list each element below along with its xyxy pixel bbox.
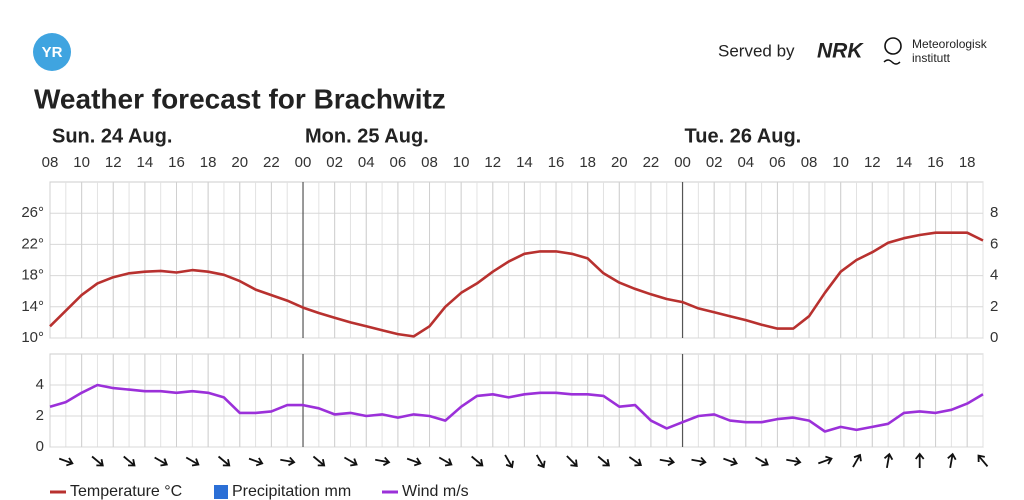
x-tick-label: 02 xyxy=(326,154,343,171)
wind-arrow xyxy=(597,455,610,467)
wind-arrow xyxy=(977,454,989,467)
x-tick-label: 18 xyxy=(200,154,217,171)
wind-arrow xyxy=(185,456,200,467)
x-tick-label: 10 xyxy=(832,154,849,171)
wind-arrow xyxy=(91,455,104,467)
wind-arrow xyxy=(58,457,74,467)
legend: Temperature °C Precipitation mm Wind m/s xyxy=(50,483,469,500)
x-tick-label: 00 xyxy=(295,154,312,171)
x-tick-label: 20 xyxy=(231,154,248,171)
x-tick-label: 12 xyxy=(864,154,881,171)
wind-arrow xyxy=(471,455,484,467)
wind-arrow xyxy=(504,454,514,469)
legend-label: Precipitation mm xyxy=(232,483,351,500)
x-tick-label: 08 xyxy=(421,154,438,171)
x-tick-label: 08 xyxy=(801,154,818,171)
y2-tick-label: 8 xyxy=(990,204,998,221)
x-tick-label: 04 xyxy=(737,154,754,171)
wind-arrow xyxy=(280,456,296,467)
x-tick-label: 02 xyxy=(706,154,723,171)
logo: YR xyxy=(42,44,63,61)
x-tick-label: 04 xyxy=(358,154,375,171)
series-line xyxy=(49,231,984,338)
wind-arrow xyxy=(566,455,578,467)
plot-area xyxy=(49,353,984,448)
x-tick-label: 14 xyxy=(137,154,154,171)
y-tick-label: 0 xyxy=(36,438,44,455)
wind-arrow xyxy=(375,456,391,467)
wind-arrow xyxy=(818,455,833,465)
x-tick-label: 18 xyxy=(579,154,596,171)
wind-arrow xyxy=(628,456,643,467)
x-tick-label: 12 xyxy=(105,154,122,171)
nrk-logo: NRK xyxy=(817,40,864,63)
y2-tick-label: 4 xyxy=(990,267,998,284)
wind-arrow xyxy=(343,456,358,467)
wind-arrow xyxy=(248,457,264,467)
x-tick-label: 10 xyxy=(453,154,470,171)
wind-arrow xyxy=(217,455,231,467)
legend-label: Temperature °C xyxy=(70,483,182,500)
x-tick-label: 16 xyxy=(168,154,185,171)
wind-arrow xyxy=(852,453,862,468)
x-tick-label: 10 xyxy=(73,154,90,171)
y2-tick-label: 0 xyxy=(990,329,998,346)
x-tick-label: 12 xyxy=(484,154,501,171)
y-tick-label: 4 xyxy=(36,376,44,393)
wind-arrow xyxy=(883,452,894,469)
wind-arrow xyxy=(312,455,326,467)
wind-arrow xyxy=(786,456,802,467)
x-tick-label: 14 xyxy=(896,154,913,171)
series-line xyxy=(49,383,984,433)
y2-tick-label: 2 xyxy=(990,298,998,315)
x-tick-label: 06 xyxy=(390,154,407,171)
x-tick-label: 22 xyxy=(643,154,660,171)
wind-arrow xyxy=(535,454,546,469)
wind-arrow xyxy=(947,452,957,469)
y-tick-label: 22° xyxy=(21,235,44,252)
wind-arrow xyxy=(723,457,738,467)
legend-label: Wind m/s xyxy=(402,483,469,500)
served-by: Served by xyxy=(718,41,795,60)
logo-circle xyxy=(33,33,71,71)
wind-arrow xyxy=(914,452,925,468)
x-tick-label: 14 xyxy=(516,154,533,171)
met-name: Meteorologisk xyxy=(912,37,988,51)
y-tick-label: 26° xyxy=(21,204,44,221)
met-name: institutt xyxy=(912,51,951,65)
x-tick-label: 20 xyxy=(611,154,628,171)
y-tick-label: 10° xyxy=(21,329,44,346)
wind-arrow xyxy=(691,456,707,467)
x-tick-label: 00 xyxy=(674,154,691,171)
wind-arrow xyxy=(755,456,769,467)
x-tick-label: 16 xyxy=(927,154,944,171)
met-logo xyxy=(884,37,902,55)
wind-arrow xyxy=(406,457,422,467)
x-tick-label: 16 xyxy=(548,154,565,171)
y2-tick-label: 6 xyxy=(990,235,998,252)
wind-arrow xyxy=(123,455,136,467)
y-tick-label: 18° xyxy=(21,267,44,284)
y-tick-label: 14° xyxy=(21,298,44,315)
y-tick-label: 2 xyxy=(36,407,44,424)
met-wave xyxy=(883,59,901,65)
plot-area xyxy=(49,181,984,339)
wind-arrow xyxy=(154,456,169,467)
wind-arrow xyxy=(659,456,676,467)
day-label: Tue. 26 Aug. xyxy=(685,125,802,147)
chart-title: Weather forecast for Brachwitz xyxy=(34,83,446,114)
x-tick-label: 18 xyxy=(959,154,976,171)
day-label: Sun. 24 Aug. xyxy=(52,125,172,147)
legend-swatch xyxy=(214,485,228,499)
wind-arrow xyxy=(438,456,453,467)
x-tick-label: 22 xyxy=(263,154,280,171)
x-tick-label: 08 xyxy=(42,154,59,171)
day-label: Mon. 25 Aug. xyxy=(305,125,429,147)
x-tick-label: 06 xyxy=(769,154,786,171)
